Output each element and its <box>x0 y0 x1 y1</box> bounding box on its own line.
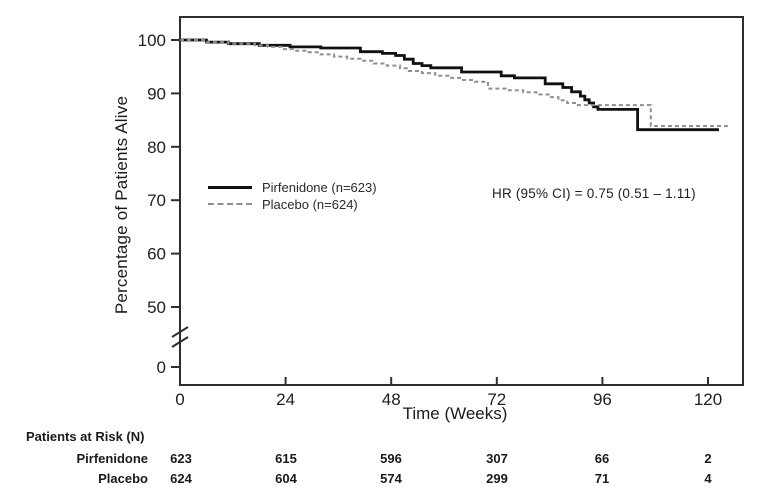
legend-label-placebo: Placebo (n=624) <box>262 196 358 212</box>
risk-table-title: Patients at Risk (N) <box>26 429 145 444</box>
y-tick-label: 70 <box>147 191 166 210</box>
risk-value: 596 <box>380 451 402 466</box>
legend-item-pirfenidone: Pirfenidone (n=623) <box>208 179 377 195</box>
y-tick-label: 100 <box>138 31 166 50</box>
risk-value: 574 <box>380 471 402 486</box>
y-tick-label: 90 <box>147 84 166 103</box>
risk-value: 604 <box>275 471 297 486</box>
risk-value: 66 <box>594 451 610 466</box>
survival-curve-pirfenidone <box>180 38 719 132</box>
x-axis-title: Time (Weeks) <box>402 404 508 423</box>
risk-row-label: Pirfenidone <box>76 451 148 466</box>
dashed-line-sample-icon <box>208 203 252 205</box>
y-tick-label: 50 <box>147 298 166 317</box>
x-tick-label: 48 <box>382 390 401 409</box>
risk-value: 307 <box>486 451 508 466</box>
y-axis-title: Percentage of Patients Alive <box>112 95 131 315</box>
y-tick-label: 80 <box>147 138 166 157</box>
axis-break-icon <box>171 336 189 348</box>
risk-value: 71 <box>594 471 610 486</box>
risk-value: 2 <box>704 451 712 466</box>
x-tick-label: 0 <box>175 390 184 409</box>
legend: Pirfenidone (n=623) Placebo (n=624) <box>208 179 377 212</box>
risk-row-label: Placebo <box>98 471 148 486</box>
x-tick-label: 96 <box>593 390 612 409</box>
solid-line-sample-icon <box>208 185 252 189</box>
hazard-ratio-annotation: HR (95% CI) = 0.75 (0.51 – 1.11) <box>492 186 696 201</box>
axis-break-icon <box>171 326 189 338</box>
legend-item-placebo: Placebo (n=624) <box>208 196 377 212</box>
x-tick-label: 72 <box>487 390 506 409</box>
x-tick-label: 120 <box>694 390 722 409</box>
y-tick-label: 60 <box>147 245 166 264</box>
risk-value: 615 <box>275 451 297 466</box>
risk-value: 299 <box>486 471 508 486</box>
risk-value: 4 <box>704 471 712 486</box>
risk-value: 624 <box>170 471 192 486</box>
x-tick-label: 24 <box>276 390 295 409</box>
survival-curve-placebo <box>180 39 728 127</box>
y-tick-label: 0 <box>157 358 166 377</box>
legend-label-pirfenidone: Pirfenidone (n=623) <box>262 179 377 195</box>
risk-value: 623 <box>170 451 192 466</box>
